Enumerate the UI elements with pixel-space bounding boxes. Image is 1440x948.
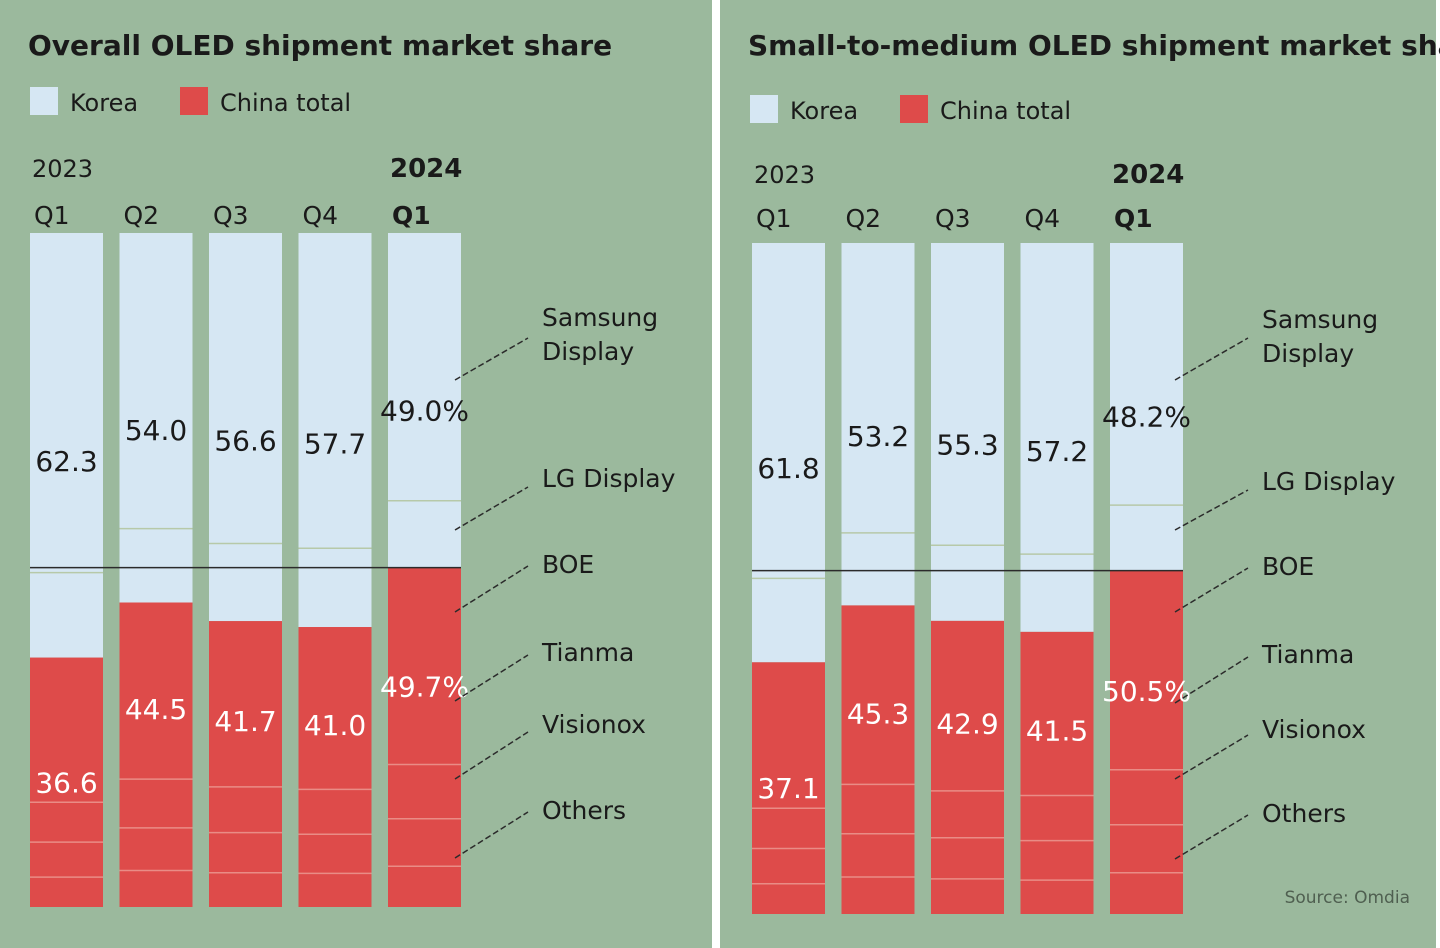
quarter-label: Q4: [1025, 204, 1061, 233]
leader-line-boe: [1174, 567, 1249, 613]
leader-line-samsung-display: [1174, 337, 1249, 381]
bar-china: [30, 657, 103, 907]
value-label-china: 36.6: [35, 766, 97, 799]
value-label-china: 45.3: [847, 697, 909, 730]
bar-korea: [119, 233, 193, 603]
value-label-korea: 48.2%: [1102, 401, 1191, 434]
quarter-label: Q2: [124, 201, 160, 230]
legend-swatch-korea: [750, 95, 778, 123]
legend-label-china: China total: [220, 89, 351, 117]
leader-line-tianma: [454, 654, 529, 702]
bar-korea: [752, 243, 825, 663]
chart-title: Overall OLED shipment market share: [28, 29, 612, 62]
bar-korea: [298, 233, 372, 628]
leader-line-boe: [454, 565, 529, 613]
quarter-label: Q3: [935, 204, 971, 233]
year-label-2024: 2024: [1112, 160, 1184, 190]
bar-china: [298, 627, 372, 907]
value-label-korea: 57.7: [304, 428, 366, 461]
value-label-korea: 54.0: [125, 414, 187, 447]
value-label-korea: 61.8: [757, 452, 819, 485]
company-label-tianma: Tianma: [541, 638, 634, 667]
company-label-tianma: Tianma: [1261, 640, 1354, 669]
quarter-label: Q1: [34, 201, 70, 230]
leader-line-others: [454, 811, 529, 859]
leader-line-lg-display: [454, 486, 529, 531]
value-label-china: 44.5: [125, 693, 187, 726]
bar-china: [209, 621, 282, 907]
company-label-boe: BOE: [542, 550, 594, 579]
company-label-samsung-display: Samsung: [542, 303, 658, 332]
bar-china: [1110, 570, 1183, 914]
bar-china: [388, 567, 461, 907]
value-label-china: 50.5%: [1102, 675, 1191, 708]
quarter-label: Q2: [846, 204, 882, 233]
year-label-2023: 2023: [32, 155, 93, 183]
quarter-label: Q3: [213, 201, 249, 230]
bar-korea: [209, 233, 282, 622]
source-note: Source: Omdia: [1285, 888, 1410, 908]
value-label-korea: 62.3: [35, 445, 97, 478]
quarter-label: Q4: [303, 201, 339, 230]
leader-line-samsung-display: [454, 337, 529, 381]
company-label-samsung-display: Samsung: [1262, 305, 1378, 334]
quarter-label: Q1: [756, 204, 792, 233]
bar-korea: [388, 233, 461, 568]
company-label-samsung-display: Display: [542, 337, 634, 366]
bar-korea: [30, 233, 103, 658]
bar-china: [752, 662, 825, 914]
chart-panel-2: Small-to-medium OLED shipment market sha…: [720, 0, 1440, 948]
bar-china: [931, 620, 1004, 914]
chart-panel-1: Overall OLED shipment market share Korea C…: [0, 0, 712, 948]
bar-china: [119, 602, 193, 907]
leader-line-others: [1174, 814, 1249, 860]
bar-korea: [1110, 243, 1183, 571]
chart-title: Small-to-medium OLED shipment market sha…: [748, 29, 1440, 62]
value-label-korea: 56.6: [214, 424, 276, 457]
company-label-samsung-display: Display: [1262, 339, 1354, 368]
value-label-korea: 53.2: [847, 420, 909, 453]
quarter-label: Q1: [1114, 204, 1153, 233]
company-label-others: Others: [1262, 799, 1346, 828]
leader-line-visionox: [1174, 734, 1249, 780]
legend-swatch-korea: [30, 87, 58, 115]
year-label-2023: 2023: [754, 161, 815, 189]
legend-label-korea: Korea: [790, 97, 858, 125]
company-label-boe: BOE: [1262, 552, 1314, 581]
leader-line-visionox: [454, 731, 529, 780]
company-label-visionox: Visionox: [542, 710, 646, 739]
value-label-china: 41.7: [214, 705, 276, 738]
year-label-2024: 2024: [390, 154, 462, 184]
company-label-visionox: Visionox: [1262, 715, 1366, 744]
bar-korea: [931, 243, 1004, 621]
value-label-korea: 55.3: [936, 429, 998, 462]
value-label-china: 41.5: [1026, 715, 1088, 748]
bar-china: [841, 605, 915, 914]
value-label-china: 42.9: [936, 707, 998, 740]
quarter-label: Q1: [392, 201, 431, 230]
value-label-china: 41.0: [304, 709, 366, 742]
bar-china: [1020, 631, 1094, 914]
value-label-china: 37.1: [757, 772, 819, 805]
panel-gap: [716, 0, 720, 948]
company-label-others: Others: [542, 796, 626, 825]
company-label-lg-display: LG Display: [1262, 467, 1396, 496]
leader-line-lg-display: [1174, 489, 1249, 531]
value-label-china: 49.7%: [380, 670, 469, 703]
value-label-korea: 49.0%: [380, 394, 469, 427]
company-label-lg-display: LG Display: [542, 464, 676, 493]
leader-line-tianma: [1174, 656, 1249, 704]
bar-korea: [841, 243, 915, 606]
bar-korea: [1020, 243, 1094, 632]
legend-swatch-china: [900, 95, 928, 123]
legend-label-korea: Korea: [70, 89, 138, 117]
legend-label-china: China total: [940, 97, 1071, 125]
legend-swatch-china: [180, 87, 208, 115]
value-label-korea: 57.2: [1026, 435, 1088, 468]
